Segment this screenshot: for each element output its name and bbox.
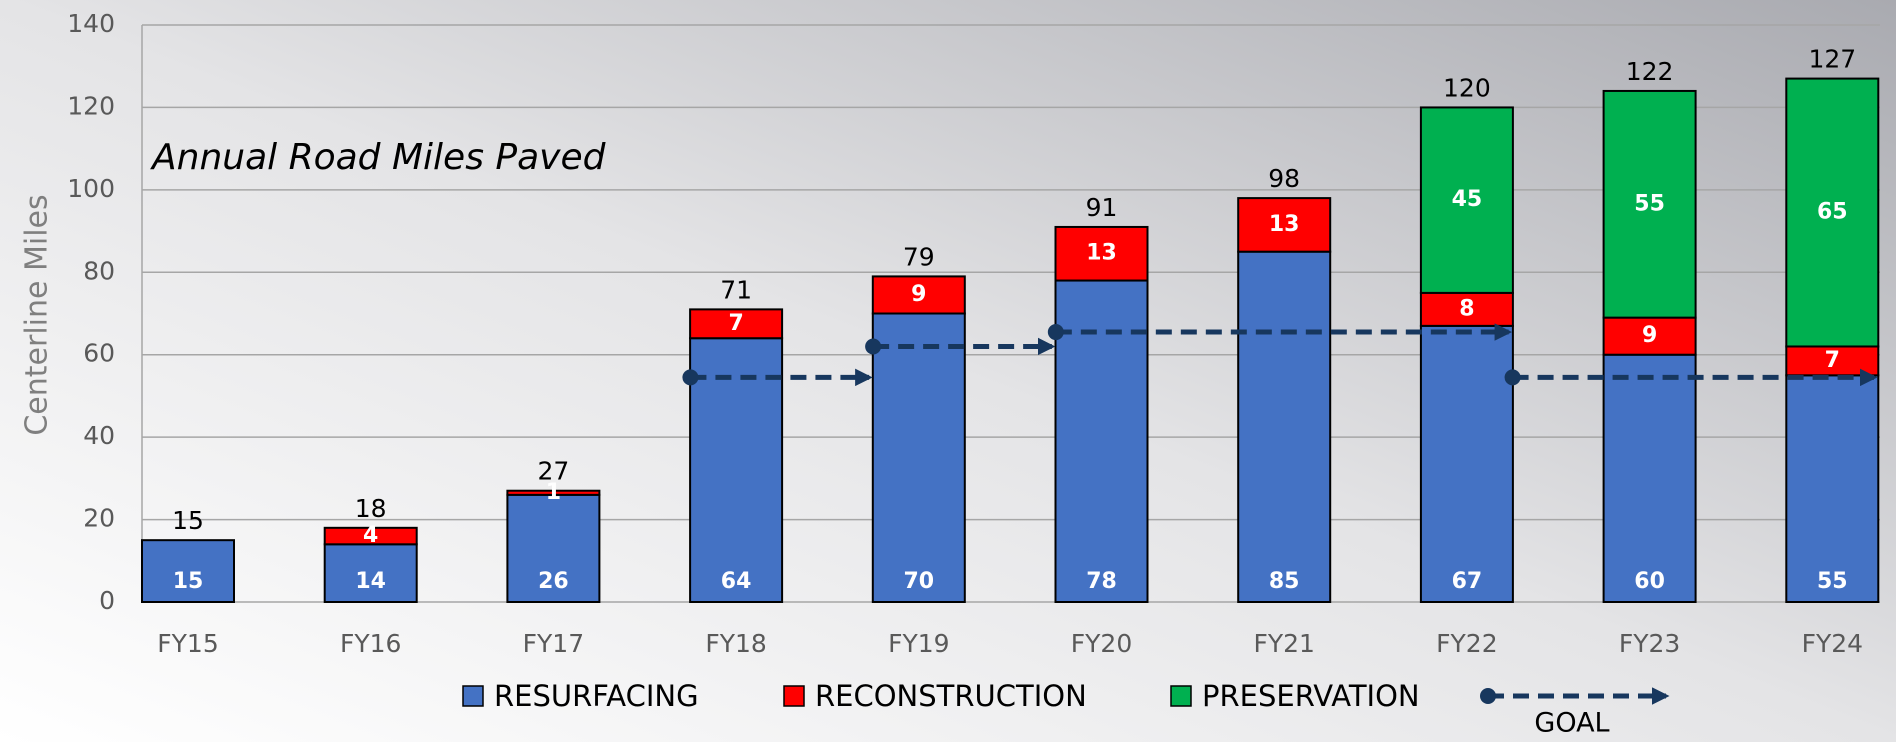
total-label: 91 xyxy=(1086,193,1118,222)
total-label: 71 xyxy=(720,275,752,304)
goal-marker xyxy=(1504,369,1521,386)
y-tick-label: 100 xyxy=(67,174,115,203)
bar-segment xyxy=(1237,250,1332,604)
x-tick-label: FY16 xyxy=(340,629,401,658)
data-label: 13 xyxy=(1269,212,1300,237)
x-tick-label: FY21 xyxy=(1253,629,1314,658)
x-tick-label: FY17 xyxy=(523,629,584,658)
data-label: 65 xyxy=(1817,200,1848,225)
data-label: 9 xyxy=(911,282,926,307)
bar-segment xyxy=(689,337,784,603)
y-tick-label: 40 xyxy=(83,421,115,450)
legend-swatch xyxy=(783,685,805,707)
data-label: 9 xyxy=(1642,323,1657,348)
data-label: 7 xyxy=(728,311,743,336)
data-label: 15 xyxy=(173,569,204,594)
total-label: 122 xyxy=(1626,57,1674,86)
bar-segment xyxy=(1785,77,1880,348)
bar-segment xyxy=(1419,106,1514,294)
bar-segment xyxy=(1419,324,1514,603)
bar-segment xyxy=(506,489,601,496)
bar-segment xyxy=(141,539,235,604)
data-label: 67 xyxy=(1452,569,1483,594)
data-label: 26 xyxy=(538,569,569,594)
bar-segment xyxy=(1785,374,1880,604)
legend-label: PRESERVATION xyxy=(1202,679,1420,713)
chart-title: Annual Road Miles Paved xyxy=(150,137,607,178)
bar-segment xyxy=(1602,353,1697,604)
data-label: 60 xyxy=(1634,569,1665,594)
bar-segment xyxy=(1054,279,1149,603)
x-tick-label: FY23 xyxy=(1619,629,1680,658)
legend-label: GOAL xyxy=(1534,708,1609,739)
x-tick-label: FY18 xyxy=(705,629,766,658)
data-label: 70 xyxy=(903,569,934,594)
legend-swatch xyxy=(1170,685,1192,707)
data-label: 85 xyxy=(1269,569,1300,594)
data-label: 64 xyxy=(721,569,752,594)
y-tick-label: 20 xyxy=(83,504,115,533)
data-label: 55 xyxy=(1634,191,1665,216)
total-label: 98 xyxy=(1268,164,1300,193)
y-tick-label: 0 xyxy=(99,586,115,615)
legend-swatch xyxy=(462,685,484,707)
y-tick-label: 120 xyxy=(67,91,115,120)
total-label: 79 xyxy=(903,242,935,271)
goal-marker xyxy=(1047,324,1064,341)
data-label: 4 xyxy=(363,523,378,548)
total-label: 18 xyxy=(355,494,387,523)
data-label: 55 xyxy=(1817,569,1848,594)
total-label: 120 xyxy=(1443,73,1491,102)
bar-segment xyxy=(323,526,418,546)
goal-marker xyxy=(682,369,699,386)
legend-label: RECONSTRUCTION xyxy=(815,679,1087,713)
data-label: 78 xyxy=(1086,569,1117,594)
data-label: 7 xyxy=(1825,348,1840,373)
x-tick-label: FY22 xyxy=(1436,629,1497,658)
total-label: 127 xyxy=(1808,45,1856,74)
total-label: 15 xyxy=(172,506,204,535)
y-tick-label: 140 xyxy=(67,9,115,38)
data-label: 45 xyxy=(1452,187,1483,212)
y-tick-label: 60 xyxy=(83,339,115,368)
total-label: 27 xyxy=(537,457,569,486)
y-axis-label: Centerline Miles xyxy=(20,194,55,435)
bar-segment xyxy=(1237,197,1332,253)
bar-segment xyxy=(506,493,601,604)
bar-segment xyxy=(1602,89,1697,319)
bar-segment xyxy=(1602,316,1697,356)
bar-segment xyxy=(1419,291,1514,327)
data-label: 14 xyxy=(355,569,386,594)
data-label: 1 xyxy=(546,480,561,505)
bar-segment xyxy=(871,312,966,603)
x-tick-label: FY24 xyxy=(1802,629,1863,658)
bar-segment xyxy=(689,308,784,340)
bar-segment xyxy=(871,275,966,315)
data-label: 13 xyxy=(1086,241,1117,266)
legend-label: RESURFACING xyxy=(494,679,699,713)
x-tick-label: FY20 xyxy=(1071,629,1132,658)
y-tick-label: 80 xyxy=(83,256,115,285)
data-label: 8 xyxy=(1459,296,1474,321)
goal-marker xyxy=(865,338,882,355)
x-tick-label: FY19 xyxy=(888,629,949,658)
bar-segment xyxy=(1054,225,1149,282)
x-tick-label: FY15 xyxy=(157,629,218,658)
